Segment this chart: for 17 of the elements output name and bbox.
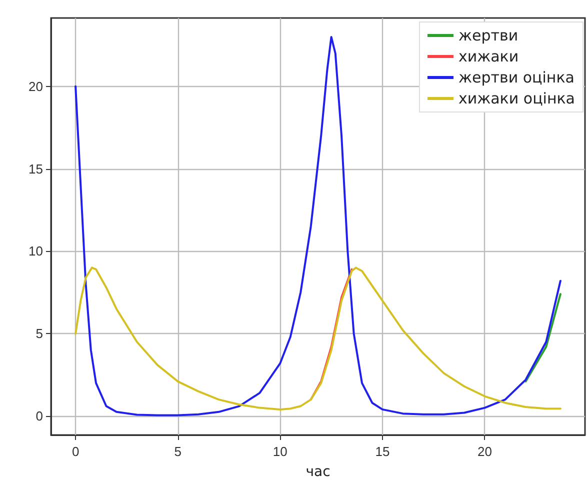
- y-tick-label: 0: [36, 408, 43, 424]
- x-axis-title: час: [306, 464, 330, 480]
- legend-label: жертви оцінка: [458, 68, 574, 86]
- y-tick-label: 10: [28, 244, 43, 259]
- y-tick-label: 20: [28, 78, 43, 94]
- y-tick-label: 15: [28, 161, 43, 176]
- x-tick-label: 5: [174, 444, 182, 459]
- legend-label: жертви: [458, 26, 518, 44]
- x-tick-label: 20: [478, 444, 492, 459]
- x-tick-label: 10: [272, 444, 288, 459]
- line-series: [310, 268, 353, 401]
- x-tick-label: 15: [375, 444, 390, 459]
- legend-label: хижаки: [458, 48, 519, 66]
- x-tick-label: 0: [72, 444, 80, 459]
- line-series: [74, 266, 562, 410]
- y-tick-label: 5: [36, 326, 43, 342]
- legend-label: хижаки оцінка: [458, 90, 576, 108]
